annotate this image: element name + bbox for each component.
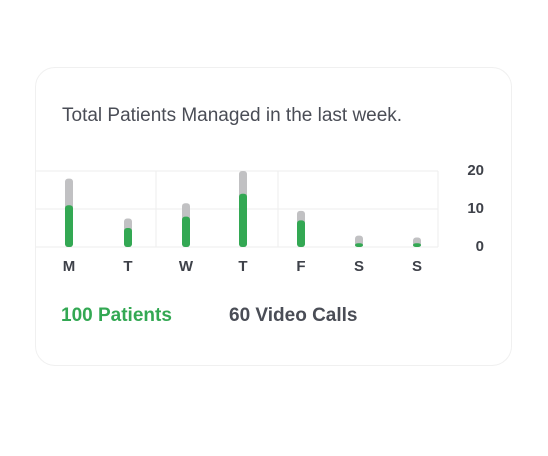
- patients-total: 100 Patients: [61, 305, 172, 326]
- patients-bar: [182, 216, 190, 247]
- x-tick-label: T: [123, 258, 133, 275]
- chart-card: [35, 67, 512, 366]
- x-tick-label: T: [238, 258, 248, 275]
- patients-bar: [124, 228, 132, 247]
- y-tick-label: 0: [475, 238, 484, 255]
- x-tick-label: S: [411, 258, 422, 275]
- x-tick-label: S: [353, 258, 364, 275]
- y-tick-label: 10: [467, 200, 484, 217]
- y-tick-label: 20: [467, 162, 484, 179]
- patients-bar: [239, 193, 247, 247]
- chart-title: Total Patients Managed in the last week.: [62, 105, 403, 126]
- x-tick-label: W: [178, 258, 194, 275]
- patients-bar: [297, 220, 305, 247]
- patients-bar: [413, 243, 421, 247]
- patients-bar: [355, 243, 363, 247]
- video-calls-total: 60 Video Calls: [229, 305, 358, 326]
- x-tick-label: M: [62, 258, 76, 275]
- patients-bar: [65, 205, 73, 247]
- x-tick-label: F: [296, 258, 306, 275]
